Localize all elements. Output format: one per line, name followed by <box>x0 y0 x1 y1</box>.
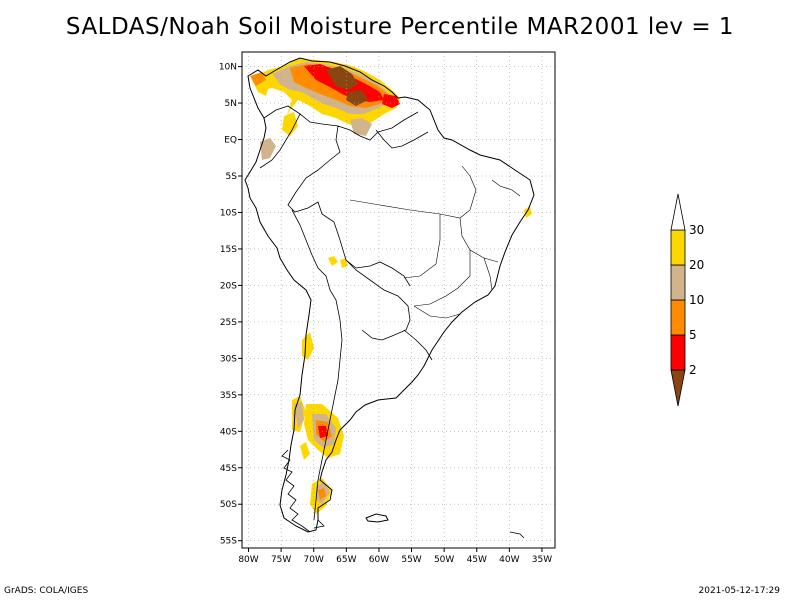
percentile-patch <box>294 402 304 428</box>
x-tick-label: 70W <box>304 555 324 565</box>
percentile-patch <box>524 206 532 218</box>
state-borders <box>349 165 521 319</box>
grads-credit: GrADS: COLA/IGES <box>4 586 89 596</box>
percentile-patch <box>302 332 314 360</box>
timestamp: 2021-05-12-17:29 <box>698 586 781 596</box>
percentile-patch <box>340 258 348 268</box>
x-tick-label: 60W <box>369 555 389 565</box>
x-tick-label: 75W <box>271 555 291 565</box>
percentile-patch <box>382 94 400 108</box>
percentile-patch <box>350 118 372 136</box>
colorbar-segment <box>670 369 686 407</box>
percentile-patch <box>318 488 326 500</box>
percentile-patch <box>326 66 358 90</box>
x-tick-label: 40W <box>499 555 519 565</box>
x-tick-label: 45W <box>467 555 487 565</box>
y-tick-label: 40S <box>220 427 237 437</box>
percentile-patch <box>346 90 368 106</box>
percentile-patch <box>250 72 266 86</box>
x-tick-label: 50W <box>434 555 454 565</box>
colorbar-level-label: 5 <box>689 328 697 342</box>
y-tick-label: EQ <box>224 136 237 146</box>
falkland-islands <box>365 513 389 523</box>
map-title: SALDAS/Noah Soil Moisture Percentile MAR… <box>65 14 735 40</box>
coastline-boundaries <box>244 57 535 539</box>
colorbar-level-label: 30 <box>689 223 704 237</box>
y-tick-label: 55S <box>220 537 237 547</box>
colorbar-segment <box>670 229 686 266</box>
x-tick-label: 35W <box>532 555 552 565</box>
map-frame <box>241 51 556 549</box>
chile-fjords <box>281 449 325 533</box>
y-tick-label: 20S <box>220 281 237 291</box>
colorbar-level-label: 10 <box>689 293 704 307</box>
colorbar-segment <box>670 334 686 371</box>
x-tick-label: 65W <box>336 555 356 565</box>
percentile-patch <box>328 256 338 266</box>
colorbar-level-label: 2 <box>689 363 697 377</box>
y-tick-label: 25S <box>220 318 237 328</box>
percentile-patch <box>318 426 328 438</box>
y-tick-label: 10S <box>220 208 237 218</box>
percentile-patch <box>300 442 310 460</box>
y-tick-label: 10N <box>219 63 237 73</box>
y-tick-label: 15S <box>220 245 237 255</box>
percentile-patch <box>282 112 298 136</box>
y-tick-label: 5N <box>225 99 237 109</box>
axis-ticks: 80W 75W 70W 65W 60W 55W 50W 45W 40W 35W 10N 5N EQ 5S 1… <box>219 63 552 565</box>
colorbar-level-label: 20 <box>689 258 704 272</box>
y-tick-label: 50S <box>220 500 237 510</box>
colorbar-legend: 2 5 10 20 30 <box>670 193 704 407</box>
percentile-fill-layer <box>250 58 532 514</box>
y-tick-label: 5S <box>226 172 238 182</box>
x-tick-label: 80W <box>238 555 258 565</box>
x-tick-label: 55W <box>401 555 421 565</box>
south-america-coastline <box>244 57 535 533</box>
y-tick-label: 30S <box>220 354 237 364</box>
east-pacific-islands <box>509 531 525 539</box>
grid-lines <box>242 52 555 548</box>
colorbar-segment <box>670 299 686 336</box>
y-tick-label: 45S <box>220 464 237 474</box>
percentile-patch <box>260 138 276 160</box>
y-tick-label: 35S <box>220 391 237 401</box>
colorbar-segment <box>670 193 686 231</box>
country-borders <box>259 105 433 521</box>
colorbar-segment <box>670 264 686 301</box>
